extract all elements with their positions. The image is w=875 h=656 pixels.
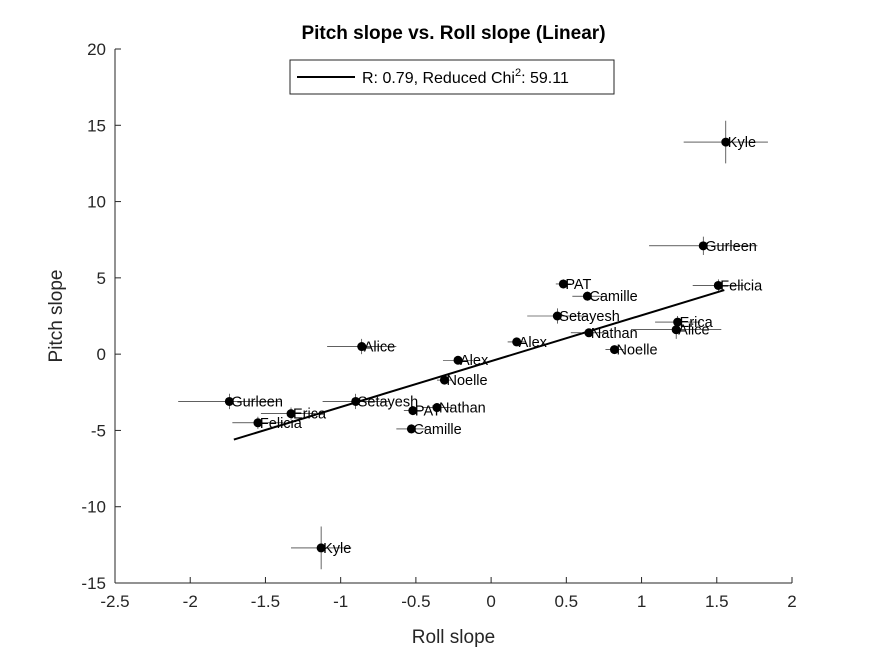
data-point xyxy=(357,342,367,352)
legend: R: 0.79, Reduced Chi2: 59.11 xyxy=(289,59,615,95)
point-label: Camille xyxy=(413,422,461,438)
y-tick-label: 10 xyxy=(87,193,106,212)
x-tick-label: -2.5 xyxy=(100,592,129,611)
point-label: Erica xyxy=(293,407,327,423)
y-tick-label: -10 xyxy=(81,498,106,517)
data-point xyxy=(671,325,681,335)
y-tick-label: -15 xyxy=(81,574,106,593)
legend-text-superscript: 2 xyxy=(515,67,521,79)
data-point xyxy=(253,418,263,428)
y-tick-label: 0 xyxy=(97,345,106,364)
legend-text-main: R: 0.79, Reduced Chi xyxy=(362,70,515,87)
point-label: Alex xyxy=(460,353,489,369)
data-point xyxy=(439,375,449,385)
x-tick-label: 0.5 xyxy=(555,592,579,611)
data-point xyxy=(673,317,683,327)
x-axis-label: Roll slope xyxy=(412,627,495,648)
point-label: Camille xyxy=(589,289,637,305)
x-tick-label: -0.5 xyxy=(401,592,430,611)
point-label: Felicia xyxy=(720,278,763,294)
point-label: Noelle xyxy=(446,373,487,389)
data-point xyxy=(408,406,418,416)
data-points xyxy=(224,137,731,553)
data-point xyxy=(713,280,723,290)
point-label: Gurleen xyxy=(705,239,757,255)
point-label: Nathan xyxy=(591,326,638,342)
point-label: Kyle xyxy=(323,541,351,557)
x-tick-label: 2 xyxy=(787,592,796,611)
data-point xyxy=(406,424,416,434)
x-tick-label: 1.5 xyxy=(705,592,729,611)
x-tick-label: 1 xyxy=(637,592,646,611)
data-point xyxy=(512,337,522,347)
point-label: PAT xyxy=(415,404,441,420)
x-tick-label: -1 xyxy=(333,592,348,611)
data-point xyxy=(721,137,731,147)
error-bars xyxy=(178,120,768,570)
point-label: Setayesh xyxy=(559,309,619,325)
point-label: Gurleen xyxy=(231,394,283,410)
point-label: Kyle xyxy=(728,135,756,151)
y-tick-label: 20 xyxy=(87,40,106,59)
y-axis-label: Pitch slope xyxy=(46,270,67,363)
data-point xyxy=(316,543,326,553)
point-label: Felicia xyxy=(260,416,303,432)
axes: -2.5 -2 -1.5 -1 -0.5 0 0.5 1 1.5 2 -15 -10 -5 0 5 10 15 2… xyxy=(81,40,796,611)
data-point xyxy=(582,291,592,301)
point-label: Nathan xyxy=(439,401,486,417)
point-label: Alice xyxy=(678,323,709,339)
data-point xyxy=(453,355,463,365)
legend-box xyxy=(289,59,615,95)
data-point xyxy=(552,311,562,321)
y-tick-label: 5 xyxy=(97,269,106,288)
point-label: Alex xyxy=(519,335,548,351)
fit-line xyxy=(233,289,725,441)
point-label: Noelle xyxy=(616,343,657,359)
x-tick-label: -1.5 xyxy=(251,592,280,611)
data-point xyxy=(286,409,296,419)
point-label: Alice xyxy=(364,340,395,356)
data-point xyxy=(558,279,568,289)
chart-title: Pitch slope vs. Roll slope (Linear) xyxy=(301,23,605,44)
data-point xyxy=(584,328,594,338)
data-point xyxy=(351,396,361,406)
point-label: PAT xyxy=(565,277,591,293)
y-tick-label: 15 xyxy=(87,116,106,135)
data-point xyxy=(224,396,234,406)
data-point xyxy=(609,345,619,355)
point-label: Erica xyxy=(680,315,714,331)
data-point xyxy=(432,403,442,413)
x-tick-label: -2 xyxy=(183,592,198,611)
legend-text-suffix: : 59.11 xyxy=(521,70,569,87)
point-label: Setayesh xyxy=(358,394,418,410)
legend-text: R: 0.79, Reduced Chi2: 59.11 xyxy=(362,67,569,87)
y-tick-label: -5 xyxy=(91,421,106,440)
data-point xyxy=(698,241,708,251)
x-tick-label: 0 xyxy=(486,592,495,611)
